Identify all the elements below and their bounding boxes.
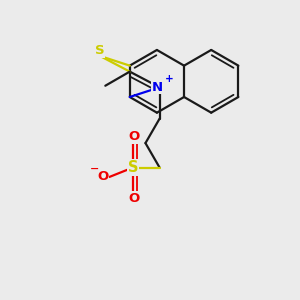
Text: O: O [97, 170, 109, 183]
Text: S: S [95, 44, 105, 57]
Text: +: + [165, 74, 173, 84]
Text: −: − [90, 164, 99, 174]
Text: O: O [129, 192, 140, 205]
Text: S: S [128, 160, 138, 175]
Text: O: O [129, 130, 140, 143]
Text: N: N [152, 81, 163, 94]
